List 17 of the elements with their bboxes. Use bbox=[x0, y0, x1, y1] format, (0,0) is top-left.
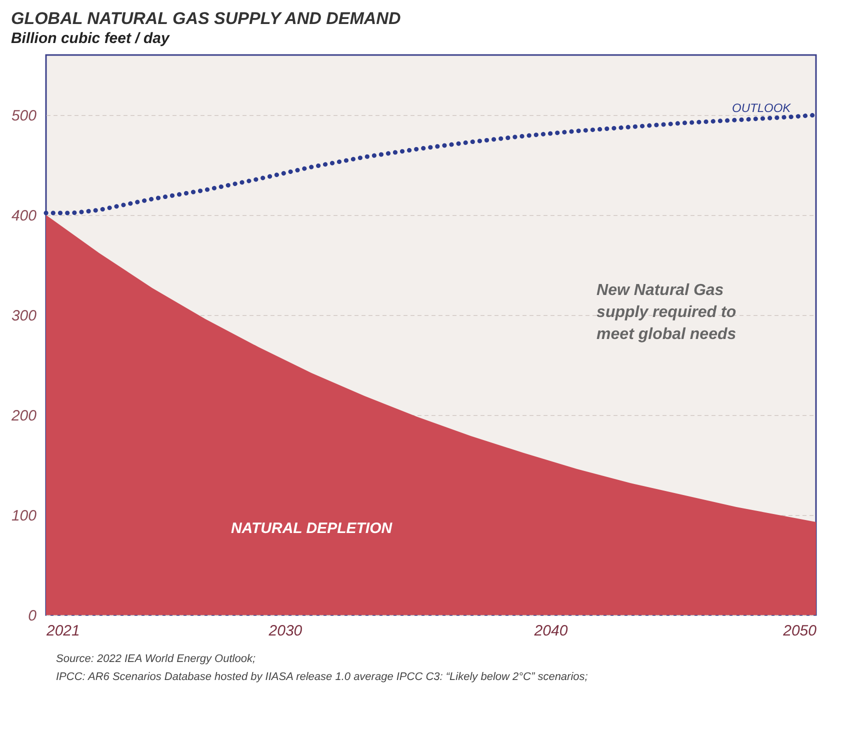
y-tick-label: 100 bbox=[11, 508, 38, 524]
series-label: NATURAL DEPLETION bbox=[230, 520, 394, 537]
text: IPCC: AR6 Scenarios Database hosted by IIASA release 1.0 average IPCC C3: “Likely below 2°C” scenarios; bbox=[56, 671, 588, 683]
x-tick-label: 2030 bbox=[268, 622, 303, 640]
chart-title: GLOBAL NATURAL GAS SUPPLY AND DEMAND bbox=[10, 9, 401, 28]
x-tick-label: 2040 bbox=[533, 622, 568, 640]
annotation: New Natural Gas supply required to meet global needs bbox=[596, 282, 736, 344]
x-tick-label: 2050 bbox=[782, 622, 818, 640]
source-note: Source: 2022 IEA World Energy Outlook; bbox=[56, 653, 256, 665]
y-tick-label: 300 bbox=[11, 308, 38, 324]
y-tick-label: 0 bbox=[28, 608, 38, 624]
x-tick-label: 2021 bbox=[46, 622, 80, 640]
y-tick-label: 200 bbox=[10, 408, 38, 424]
series-label: OUTLOOK bbox=[732, 101, 792, 115]
chart-subtitle: Billion cubic feet / day bbox=[10, 30, 170, 47]
y-tick-label: 500 bbox=[11, 108, 38, 124]
y-tick-label: 400 bbox=[11, 208, 38, 224]
